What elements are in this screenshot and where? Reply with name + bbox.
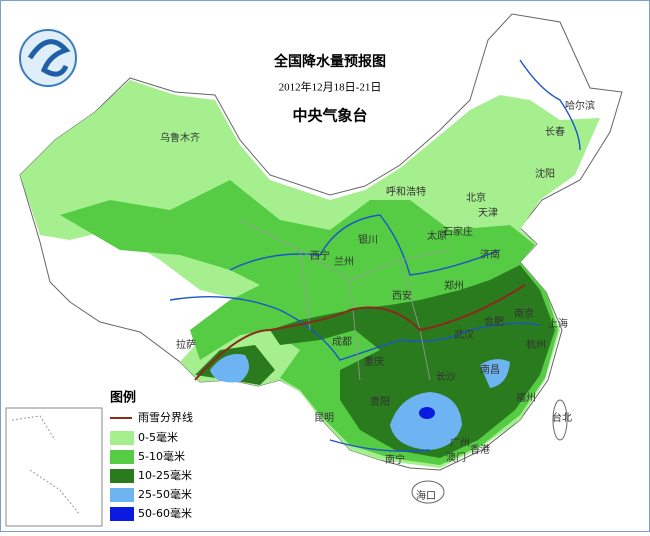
map-date: 2012年12月18日-21日 [279,80,382,94]
heilong-river [519,59,581,151]
legend-label: 50-60毫米 [138,506,192,520]
city: 乌鲁木齐 [160,131,200,144]
legend-label: 5-10毫米 [138,449,185,463]
agency: 中央气象台 [292,107,367,125]
yangtze-river [169,295,541,361]
region-50-60 [419,407,435,419]
region-25-50 [390,392,462,450]
city: 呼和浩特 [386,186,426,198]
legend-swatch [110,450,134,464]
city: 福州 [516,391,536,404]
logo [19,29,77,87]
city: 天津 [478,207,498,219]
city-labels: 乌鲁木齐 哈尔滨 长春 沈阳 呼和浩特 北京 天津 石家庄 太原 济南 银川 西… [160,99,595,502]
city: 济南 [480,248,500,261]
hainan [411,480,445,504]
province-border [239,219,451,381]
inset-islands [11,415,81,516]
city: 银川 [358,233,378,246]
pearl-river [329,439,431,452]
legend-label: 25-50毫米 [138,487,192,501]
rain-snow-line [194,284,526,381]
city: 太原 [427,229,447,242]
city: 石家庄 [443,225,473,238]
city: 台北 [552,411,572,424]
city: 哈尔滨 [565,99,595,112]
legend-title: 图例 [110,390,136,406]
city: 西安 [392,289,412,302]
city: 西宁 [310,249,330,262]
map-title: 全国降水量预报图 [273,53,386,70]
legend-swatch [110,431,134,445]
city: 兰州 [334,255,354,268]
city: 广州 [450,437,470,449]
city: 昆明 [314,412,334,424]
region-25-50 [210,354,249,383]
city: 成都 [332,336,352,348]
inset-map [5,407,103,527]
city: 上海 [548,317,568,330]
region-25-50 [480,359,510,388]
city: 沈阳 [535,167,555,180]
city: 南宁 [385,453,405,466]
city: 南昌 [480,363,500,376]
legend-label: 雨雪分界线 [138,410,193,424]
legend-label: 10-25毫米 [138,468,192,482]
city: 贵阳 [370,395,390,408]
city: 海口 [416,489,436,502]
legend: 图例 雨雪分界线 0-5毫米 5-10毫米 10-25毫米 25-50毫米 50-60毫米 [5,390,193,527]
city: 南京 [514,307,534,320]
city: 长沙 [436,371,456,383]
city: 澳门 [446,451,466,464]
city: 郑州 [444,279,464,292]
city: 拉萨 [176,338,196,351]
legend-swatch [110,488,134,502]
city: 长春 [545,126,565,138]
city: 香港 [470,444,490,456]
city: 合肥 [484,315,504,328]
city: 重庆 [364,355,384,368]
yellow-river [229,214,501,276]
city: 杭州 [526,338,546,351]
city: 北京 [466,191,486,204]
legend-swatch [110,507,134,521]
legend-swatch [110,469,134,483]
legend-label: 0-5毫米 [138,430,178,444]
taiwan [552,399,568,441]
city: 武汉 [454,328,474,341]
